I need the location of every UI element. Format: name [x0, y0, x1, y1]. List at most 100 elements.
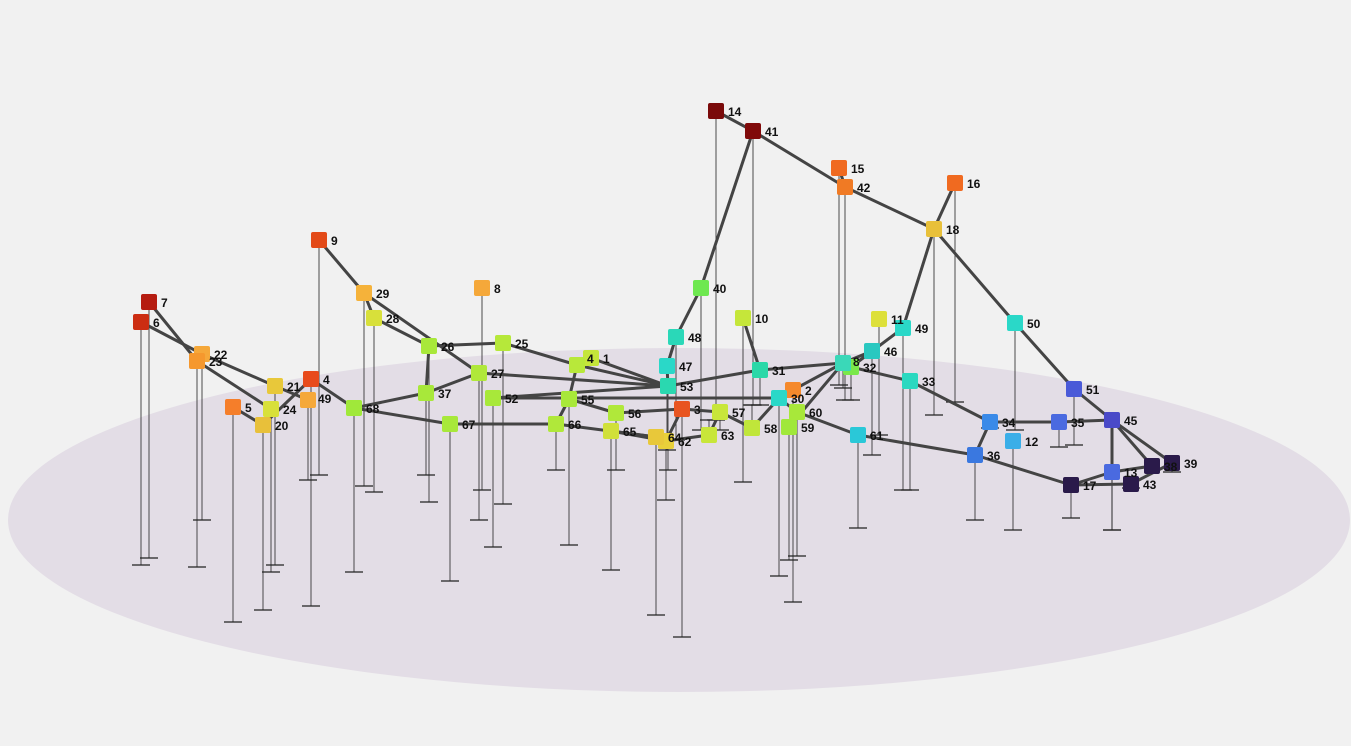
edge-56-3: [614, 407, 684, 415]
node-label-10: 10: [755, 312, 769, 326]
node-label-48: 48: [688, 331, 702, 345]
node-label-55: 55: [581, 393, 595, 407]
edge-37-68: [352, 391, 428, 410]
node-58[interactable]: [744, 420, 760, 436]
node-2[interactable]: [785, 382, 801, 398]
node-57[interactable]: [712, 404, 728, 420]
node-label-24: 24: [283, 403, 297, 417]
node-31[interactable]: [752, 362, 768, 378]
edge-54-53: [575, 363, 670, 388]
node-24[interactable]: [263, 401, 279, 417]
node-52[interactable]: [485, 390, 501, 406]
node-53[interactable]: [660, 378, 676, 394]
node-5[interactable]: [225, 399, 241, 415]
node-label-33: 33: [922, 375, 936, 389]
node-27[interactable]: [471, 365, 487, 381]
node-46[interactable]: [864, 343, 880, 359]
node-label-25: 25: [515, 337, 529, 351]
node-17[interactable]: [1063, 477, 1079, 493]
node-16[interactable]: [947, 175, 963, 191]
node-label-13: 13: [1124, 466, 1138, 480]
node-38[interactable]: [1144, 458, 1160, 474]
node-label-49: 49: [915, 322, 929, 336]
node-9[interactable]: [311, 232, 327, 248]
node-S35[interactable]: [1051, 414, 1067, 430]
node-66[interactable]: [548, 416, 564, 432]
nodes: [133, 103, 1180, 493]
node-14[interactable]: [708, 103, 724, 119]
node-label-58: 58: [764, 422, 778, 436]
node-51[interactable]: [1066, 381, 1082, 397]
node-30[interactable]: [771, 390, 787, 406]
node-18[interactable]: [926, 221, 942, 237]
edge-23-24: [195, 359, 273, 411]
node-25[interactable]: [495, 335, 511, 351]
node-56[interactable]: [608, 405, 624, 421]
node-45[interactable]: [1104, 412, 1120, 428]
node-15[interactable]: [831, 160, 847, 176]
node-39[interactable]: [1164, 455, 1180, 471]
node-34[interactable]: [982, 414, 998, 430]
edge-17-43: [1069, 482, 1133, 487]
node-label-S35: 35: [1071, 416, 1085, 430]
node-40[interactable]: [693, 280, 709, 296]
node-49[interactable]: [895, 320, 911, 336]
node-label-20: 20: [275, 419, 289, 433]
edge-36-17: [973, 453, 1073, 487]
edge-26-25: [427, 341, 505, 348]
node-59[interactable]: [781, 419, 797, 435]
node-6[interactable]: [133, 314, 149, 330]
node-55[interactable]: [561, 391, 577, 407]
node-11[interactable]: [871, 311, 887, 327]
node-28[interactable]: [366, 310, 382, 326]
node-61[interactable]: [850, 427, 866, 443]
node-label-2: 2: [805, 384, 812, 398]
edge-35-45: [1057, 418, 1114, 424]
node-23[interactable]: [189, 353, 205, 369]
node-26[interactable]: [421, 338, 437, 354]
node-67[interactable]: [442, 416, 458, 432]
node-48[interactable]: [668, 329, 684, 345]
node-50[interactable]: [1007, 315, 1023, 331]
node-3[interactable]: [674, 401, 690, 417]
node-64[interactable]: [648, 429, 664, 445]
node-68[interactable]: [346, 400, 362, 416]
node-13[interactable]: [1104, 464, 1120, 480]
node-29[interactable]: [356, 285, 372, 301]
node-54[interactable]: [569, 357, 585, 373]
node-21[interactable]: [267, 378, 283, 394]
node-label-5: 5: [245, 401, 252, 415]
node-label-26: 26: [441, 340, 455, 354]
edge-10-31: [741, 316, 762, 372]
node-63[interactable]: [701, 427, 717, 443]
node-69[interactable]: [300, 392, 316, 408]
node-60[interactable]: [789, 404, 805, 420]
node-42[interactable]: [837, 179, 853, 195]
node-label-38: 38: [1164, 460, 1178, 474]
node-label-30: 30: [791, 392, 805, 406]
node-10[interactable]: [735, 310, 751, 326]
node-S8[interactable]: [835, 355, 851, 371]
node-41[interactable]: [745, 123, 761, 139]
node-20[interactable]: [255, 417, 271, 433]
node-4[interactable]: [303, 371, 319, 387]
node-label-28: 28: [386, 312, 400, 326]
node-8[interactable]: [474, 280, 490, 296]
node-7[interactable]: [141, 294, 157, 310]
node-37[interactable]: [418, 385, 434, 401]
node-43[interactable]: [1123, 476, 1139, 492]
node-36[interactable]: [967, 447, 983, 463]
node-47[interactable]: [659, 358, 675, 374]
node-33[interactable]: [902, 373, 918, 389]
node-1[interactable]: [583, 350, 599, 366]
node-65[interactable]: [603, 423, 619, 439]
node-label-50: 50: [1027, 317, 1041, 331]
node-label-15: 15: [851, 162, 865, 176]
node-label-45: 45: [1124, 414, 1138, 428]
node-label-67: 67: [462, 418, 476, 432]
node-label-54: 4: [587, 352, 594, 366]
node-12[interactable]: [1005, 433, 1021, 449]
